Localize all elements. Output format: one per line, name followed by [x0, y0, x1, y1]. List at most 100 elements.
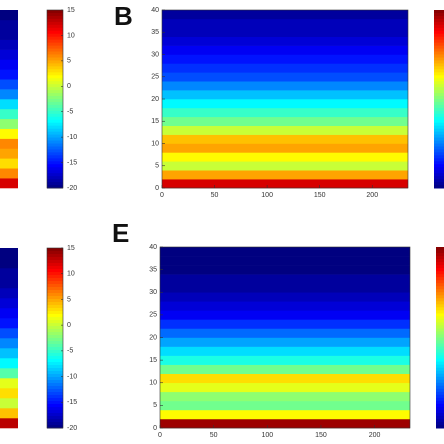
colorbar-slice [47, 12, 63, 17]
colorbar-slice [47, 116, 63, 121]
colorbar-tick-label: -20 [67, 185, 77, 192]
panel-label: E [112, 218, 129, 248]
colorbar-slice [434, 167, 444, 171]
colorbar-slice [434, 113, 444, 118]
colorbar-slice [47, 338, 63, 342]
colorbar-slice [47, 51, 63, 55]
heat-band [162, 54, 408, 64]
heat-band [162, 90, 408, 100]
colorbar-tick-label: -15 [67, 159, 77, 166]
heat-band [162, 143, 408, 153]
colorbar-tick-label: -10 [67, 134, 77, 141]
colorbar-slice [434, 51, 444, 55]
colorbar-slice [434, 27, 444, 32]
y-tick-label: 0 [155, 185, 159, 192]
heat-band [160, 310, 410, 320]
colorbar-slice [434, 87, 444, 91]
colorbar-slice [436, 424, 444, 429]
x-tick-label: 50 [211, 192, 219, 199]
heat-band [0, 178, 18, 189]
heat-band [0, 328, 18, 339]
panel-label: B [114, 1, 133, 31]
colorbar-slice [47, 93, 63, 97]
colorbar-slice [47, 365, 63, 369]
colorbar-slice [434, 116, 444, 121]
colorbar-slice [47, 104, 63, 109]
colorbar-slice [47, 314, 63, 318]
colorbar-tick-label: -15 [67, 399, 77, 406]
colorbar-slice [434, 81, 444, 85]
colorbar-slice [47, 134, 63, 139]
heat-band [0, 388, 18, 399]
colorbar-slice [47, 386, 63, 390]
colorbar-slice [47, 404, 63, 408]
colorbar-slice [436, 376, 444, 381]
colorbar-slice [47, 389, 63, 393]
y-tick-label: 10 [149, 380, 157, 387]
colorbar-slice [436, 346, 444, 351]
heat-band [162, 72, 408, 82]
colorbar-slice [47, 413, 63, 417]
colorbar-slice [434, 39, 444, 44]
colorbar-slice [436, 370, 444, 375]
colorbar-slice [47, 72, 63, 76]
colorbar-slice [436, 283, 444, 287]
colorbar-slice [47, 179, 63, 183]
colorbar-slice [434, 131, 444, 136]
colorbar-slice [47, 170, 63, 174]
heat-band [0, 278, 18, 289]
colorbar-slice [434, 185, 444, 189]
heat-band [162, 134, 408, 144]
colorbar-slice [47, 75, 63, 79]
colorbar-slice [47, 353, 63, 357]
colorbar-slice [434, 75, 444, 79]
heat-band [0, 408, 18, 419]
heat-band [160, 382, 410, 393]
heat-band [162, 161, 408, 171]
heat-band [0, 29, 18, 40]
colorbar-slice [47, 69, 63, 73]
colorbar-slice [47, 45, 63, 50]
heat-band [160, 337, 410, 347]
colorbar-slice [436, 277, 444, 281]
colorbar-slice [47, 155, 63, 159]
heat-band [160, 247, 410, 257]
colorbar-slice [47, 164, 63, 168]
colorbar-tick-label: -5 [67, 348, 73, 355]
heat-band [0, 258, 18, 269]
colorbar-tick-label: 0 [67, 83, 71, 90]
heat-band [162, 116, 408, 126]
heat-band [0, 418, 18, 429]
heat-band [0, 49, 18, 60]
colorbar-slice [436, 256, 444, 260]
heat-band [0, 10, 18, 21]
colorbar-slice [434, 12, 444, 17]
colorbar-tick-label: 10 [67, 271, 75, 278]
colorbar-slice [47, 113, 63, 118]
heat-band [162, 10, 408, 20]
y-tick-label: 30 [149, 289, 157, 296]
y-tick-label: 15 [149, 357, 157, 364]
colorbar-slice [434, 45, 444, 50]
heat-band [162, 63, 408, 73]
colorbar-slice [436, 400, 444, 405]
heat-band [160, 292, 410, 302]
colorbar-slice [47, 146, 63, 150]
heat-band [160, 256, 410, 266]
colorbar-slice [434, 21, 444, 26]
colorbar-slice [47, 317, 63, 321]
colorbar-slice [47, 329, 63, 333]
heat-band [162, 27, 408, 37]
colorbar-slice [47, 278, 63, 282]
heat-band [160, 391, 410, 402]
colorbar-slice [47, 392, 63, 396]
colorbar-slice [47, 99, 63, 103]
colorbar-tick-label: 5 [67, 58, 71, 65]
colorbar-slice [434, 69, 444, 73]
heat-band [0, 318, 18, 329]
colorbar-slice [47, 341, 63, 345]
y-tick-label: 35 [149, 266, 157, 273]
colorbar-slice [47, 30, 63, 35]
heat-band [0, 358, 18, 369]
colorbar-slice [47, 410, 63, 414]
